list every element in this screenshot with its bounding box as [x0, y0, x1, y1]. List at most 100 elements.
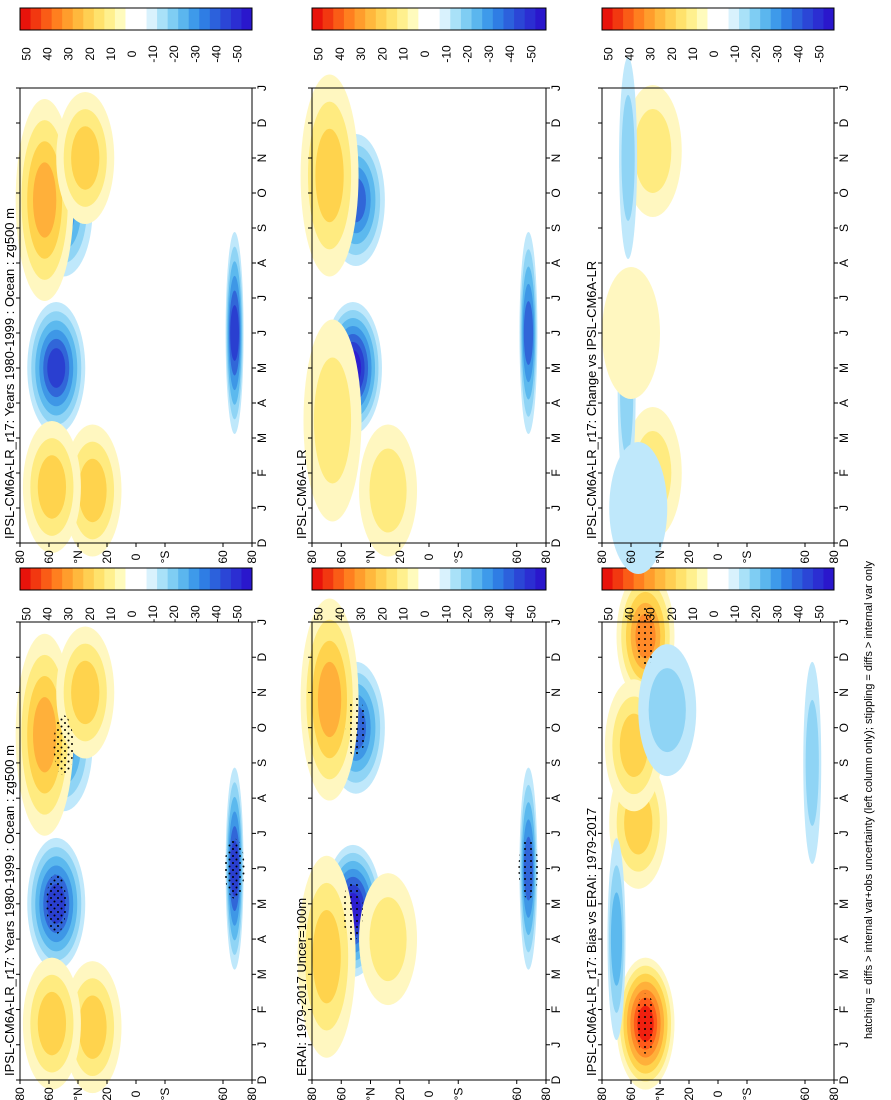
- lat-tick-label: 80: [305, 1087, 319, 1100]
- colorbar-swatch: [220, 8, 232, 30]
- colorbar-swatch: [136, 568, 148, 590]
- lat-tick-label: 60: [334, 1087, 348, 1100]
- lat-tick-label: 0: [711, 1090, 725, 1097]
- colorbar-swatch: [623, 568, 635, 590]
- colorbar-label: 40: [333, 607, 347, 621]
- colorbar-swatch: [439, 8, 451, 30]
- colorbar-swatch: [696, 8, 708, 30]
- month-tick-label: A: [549, 259, 563, 267]
- colorbar-swatch: [114, 568, 126, 590]
- lat-tick-label: 20: [393, 1087, 407, 1100]
- month-tick-label: S: [255, 224, 269, 232]
- colorbar-swatch: [20, 568, 32, 590]
- colorbar-label: 50: [602, 47, 616, 61]
- contour-pos-5-2: [71, 660, 100, 725]
- colorbar-swatch: [199, 8, 211, 30]
- month-tick-label: D: [255, 653, 269, 662]
- month-tick-label: D: [255, 1075, 269, 1084]
- colorbar-label: 0: [418, 610, 432, 617]
- month-tick-label: J: [837, 330, 851, 336]
- colorbar-swatch: [665, 568, 677, 590]
- month-tick-label: J: [549, 830, 563, 836]
- colorbar-label: -40: [503, 605, 517, 623]
- colorbar-swatch: [482, 568, 494, 590]
- colorbar-swatch: [72, 568, 84, 590]
- colorbar-swatch: [20, 8, 32, 30]
- month-tick-label: M: [837, 899, 851, 909]
- lat-tick-label: °N: [71, 550, 85, 563]
- colorbar-swatch: [230, 568, 242, 590]
- chart-panel-1: D J F M A M J J A S O N D J 80 60 °N 20 0 °S 60 80 IPSL-CM6A-L…: [2, 567, 269, 1100]
- month-tick-label: M: [549, 899, 563, 909]
- month-tick-label: A: [255, 935, 269, 943]
- colorbar-swatch: [312, 568, 324, 590]
- stippling-region-1: [635, 606, 656, 667]
- colorbar-label: -10: [728, 45, 742, 63]
- month-tick-label: S: [549, 224, 563, 232]
- lat-tick-label: 80: [245, 550, 259, 564]
- colorbar-swatch: [812, 568, 824, 590]
- contour-pos-3-2: [37, 455, 67, 519]
- month-tick-label: F: [837, 469, 851, 476]
- colorbar-swatch: [728, 8, 740, 30]
- colorbar-swatch: [93, 8, 105, 30]
- colorbar-label: -40: [209, 45, 223, 63]
- lat-tick-label: °S: [451, 551, 465, 564]
- lat-tick-label: 60: [510, 550, 524, 564]
- colorbar-label: -50: [230, 605, 244, 623]
- lat-tick-label: 20: [393, 550, 407, 564]
- hatching-region-2: [224, 838, 245, 899]
- colorbar-swatch: [503, 8, 515, 30]
- colorbar-swatch: [312, 8, 324, 30]
- month-tick-label: S: [837, 224, 851, 232]
- colorbar-label: -40: [503, 45, 517, 63]
- colorbar-label: 20: [665, 607, 679, 621]
- month-tick-label: O: [255, 723, 269, 732]
- panel-title: IPSL-CM6A-LR_r17: Years 1980-1999 : Ocea…: [2, 208, 17, 539]
- colorbar: 50 40 30 20 10 0 -10 -20 -30 -40 -50: [19, 7, 253, 63]
- colorbar-label: 20: [375, 607, 389, 621]
- contour-neg-0-5: [47, 348, 66, 388]
- colorbar-swatch: [492, 8, 504, 30]
- colorbar-frame: [311, 567, 547, 591]
- colorbar-label: -50: [812, 605, 826, 623]
- colorbar: 50 40 30 20 10 0 -10 -20 -30 -40 -50: [601, 7, 835, 63]
- hatching-region-1: [53, 715, 74, 776]
- colorbar-swatch: [781, 568, 793, 590]
- colorbar-swatch: [770, 568, 782, 590]
- contour-neg-3-1: [621, 95, 635, 221]
- colorbar-swatch: [802, 8, 814, 30]
- lat-tick-label: 80: [595, 1087, 609, 1100]
- colorbar-swatch: [62, 8, 74, 30]
- lat-tick-label: 80: [827, 550, 841, 564]
- colorbar-swatch: [418, 8, 430, 30]
- colorbar-swatch: [503, 568, 515, 590]
- lat-tick-label: 60: [624, 1087, 638, 1100]
- colorbar-label: 0: [707, 50, 721, 57]
- month-tick-label: A: [837, 399, 851, 407]
- colorbar-swatch: [167, 568, 179, 590]
- colorbar-swatch: [492, 568, 504, 590]
- month-tick-label: A: [255, 794, 269, 802]
- colorbar-swatch: [482, 8, 494, 30]
- colorbar-swatch: [450, 568, 462, 590]
- colorbar-swatch: [333, 568, 345, 590]
- colorbar-frame: [311, 7, 547, 31]
- month-tick-label: D: [549, 118, 563, 127]
- colorbar-swatch: [514, 8, 526, 30]
- chart-panel-6: D J F M A M J J A S O N D J 80 60 °N 20 0 °S 60 80 IPSL-CM6A-L…: [584, 7, 851, 574]
- colorbar-swatch: [241, 568, 253, 590]
- colorbar-swatch: [612, 568, 624, 590]
- colorbar-swatch: [602, 568, 614, 590]
- colorbar-swatch: [535, 568, 547, 590]
- colorbar-label: 30: [644, 607, 658, 621]
- colorbar-swatch: [739, 8, 751, 30]
- lat-tick-label: 60: [334, 550, 348, 564]
- colorbar-swatch: [365, 8, 377, 30]
- colorbar-label: 10: [686, 47, 700, 61]
- colorbar-label: 10: [686, 607, 700, 621]
- colorbar-swatch: [83, 8, 95, 30]
- month-tick-label: S: [549, 759, 563, 767]
- colorbar-swatch: [146, 8, 158, 30]
